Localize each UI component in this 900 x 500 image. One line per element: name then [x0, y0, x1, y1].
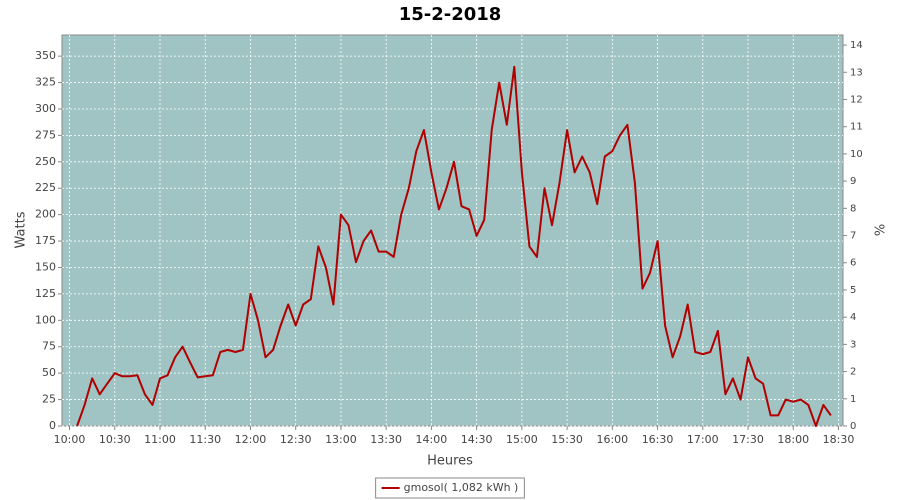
chart-title: 15-2-2018 — [399, 4, 502, 25]
plot-area — [61, 34, 844, 427]
y2-tick-label: 8 — [850, 203, 856, 214]
x-tick-label: 10:00 — [54, 433, 86, 446]
x-tick-label: 17:00 — [687, 433, 719, 446]
x-tick-label: 11:00 — [144, 433, 176, 446]
y-tick-label: 25 — [42, 393, 56, 406]
y-tick-label: 350 — [35, 49, 56, 62]
y2-tick-label: 14 — [850, 40, 863, 51]
y-tick-label: 250 — [35, 155, 56, 168]
legend-box — [375, 477, 525, 499]
y-tick-label: 300 — [35, 102, 56, 115]
y-tick-label: 100 — [35, 313, 56, 326]
x-tick-label: 18:30 — [823, 433, 855, 446]
y2-tick-label: 11 — [850, 122, 863, 133]
line — [76, 65, 832, 427]
y-tick-label: 0 — [49, 419, 56, 432]
y-tick-label: 225 — [35, 181, 56, 194]
x-tick-label: 13:00 — [325, 433, 357, 446]
y-tick-label: 175 — [35, 234, 56, 247]
x-tick-label: 13:30 — [370, 433, 402, 446]
y2-tick-label: 1 — [850, 394, 856, 405]
x-tick-label: 11:30 — [189, 433, 221, 446]
y-tick-label: 50 — [42, 366, 56, 379]
legend: gmosol( 1,082 kWh ) — [375, 477, 525, 499]
y-tick-label: 200 — [35, 208, 56, 221]
y2-tick-label: 6 — [850, 258, 856, 269]
y2-tick-label: 5 — [850, 285, 856, 296]
x-tick-label: 16:30 — [642, 433, 674, 446]
y2-tick-label: 13 — [850, 67, 863, 78]
y2-tick-label: 12 — [850, 94, 863, 105]
x-tick-label: 14:00 — [416, 433, 448, 446]
y2-tick-label: 0 — [850, 421, 856, 432]
y2-tick-label: 4 — [850, 312, 856, 323]
x-tick-label: 17:30 — [732, 433, 764, 446]
x-tick-label: 15:30 — [551, 433, 583, 446]
x-tick-label: 10:30 — [99, 433, 131, 446]
x-tick-label: 12:30 — [280, 433, 312, 446]
x-tick-label: 18:00 — [777, 433, 809, 446]
x-tick-label: 15:00 — [506, 433, 538, 446]
y-tick-label: 75 — [42, 340, 56, 353]
y2-tick-label: 3 — [850, 339, 856, 350]
y-tick-label: 125 — [35, 287, 56, 300]
x-tick-label: 16:00 — [596, 433, 628, 446]
y2-axis-label: % — [874, 224, 889, 236]
y2-tick-label: 9 — [850, 176, 856, 187]
x-tick-label: 12:00 — [235, 433, 267, 446]
y-tick-label: 275 — [35, 128, 56, 141]
y-tick-label: 325 — [35, 76, 56, 89]
y-axis-label: Watts — [14, 211, 29, 248]
y2-tick-label: 2 — [850, 367, 856, 378]
y2-tick-label: 10 — [850, 149, 863, 160]
legend-label: gmosol( 1,082 kWh ) — [404, 481, 519, 494]
x-tick-label: 14:30 — [461, 433, 493, 446]
x-axis-label: Heures — [427, 454, 473, 469]
y-tick-label: 150 — [35, 260, 56, 273]
y2-tick-label: 7 — [850, 231, 856, 242]
